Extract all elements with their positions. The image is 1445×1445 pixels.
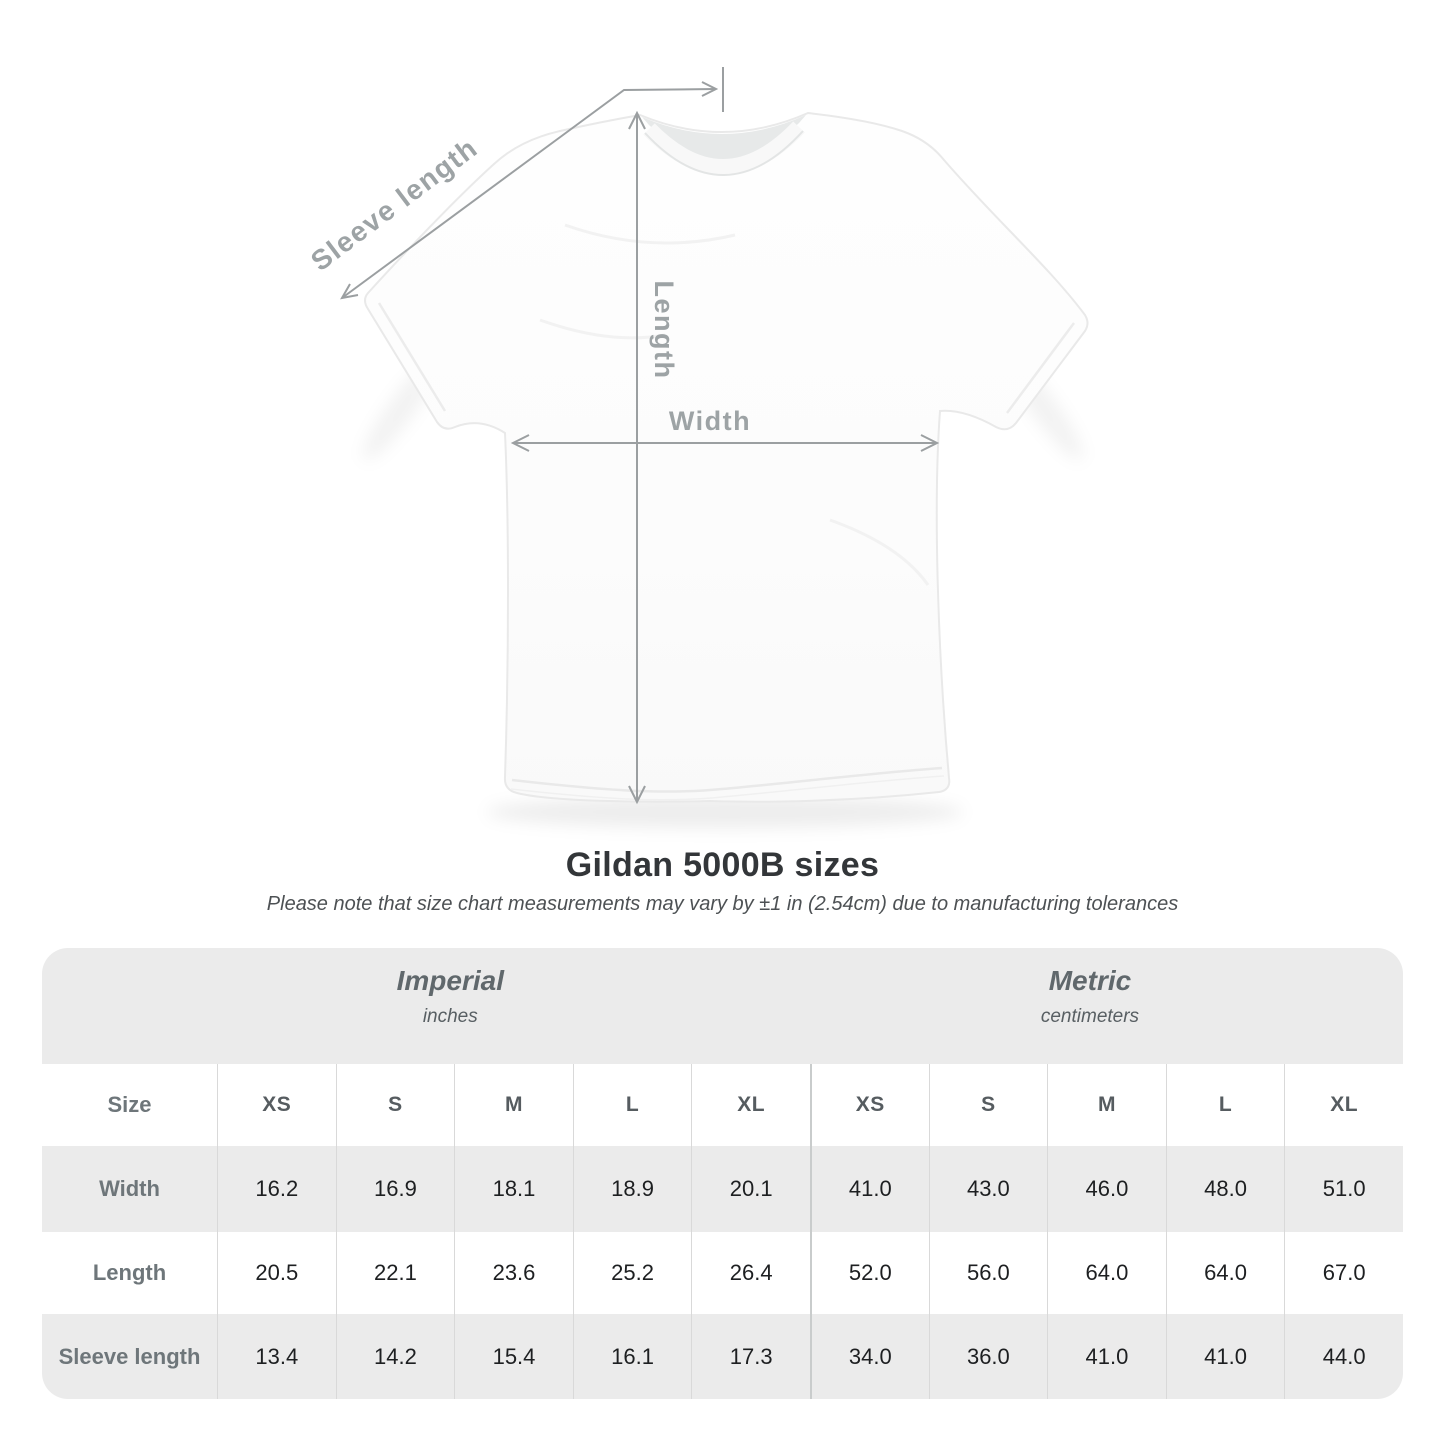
wrinkle-lines [539, 223, 930, 586]
sleeve-value: 36.0 [928, 1314, 1048, 1399]
size-header-imperial-l: L [572, 1064, 692, 1146]
length-value: 26.4 [691, 1232, 810, 1314]
size-header-metric-l: L [1165, 1064, 1285, 1146]
size-header-imperial-xs: XS [217, 1064, 336, 1146]
length-value: 56.0 [928, 1232, 1048, 1314]
width-value: 20.1 [691, 1146, 810, 1232]
length-value: 64.0 [1165, 1232, 1285, 1314]
length-value: 64.0 [1047, 1232, 1166, 1314]
width-value: 43.0 [928, 1146, 1048, 1232]
metric-sublabel: centimeters [1040, 1006, 1140, 1027]
size-header-metric-s: S [928, 1064, 1048, 1146]
sleeve-value: 41.0 [1047, 1314, 1166, 1399]
length-value: 67.0 [1284, 1232, 1403, 1314]
sleeve-row-label: Sleeve length [58, 1343, 201, 1369]
sleeve-value: 14.2 [335, 1314, 455, 1399]
length-value: 52.0 [809, 1232, 929, 1314]
width-value: 41.0 [809, 1146, 929, 1232]
unit-header-band: Imperial inches Metric centimeters [42, 948, 1403, 1064]
sleeve-length-row: Sleeve length 13.4 14.2 15.4 16.1 17.3 3… [42, 1314, 1403, 1399]
page-title: Gildan 5000B sizes [565, 846, 880, 884]
width-arrow [510, 434, 940, 452]
length-row-label: Length [92, 1260, 167, 1285]
size-header-imperial-m: M [454, 1064, 573, 1146]
left-sleeve-seam [377, 302, 447, 412]
sleeve-value: 41.0 [1165, 1314, 1285, 1399]
width-row: Width 16.2 16.9 18.1 18.9 20.1 41.0 43.0… [42, 1146, 1403, 1232]
imperial-sublabel: inches [422, 1006, 478, 1027]
metric-label: Metric [1048, 965, 1132, 996]
tshirt-collar-band [643, 121, 805, 175]
width-value: 18.9 [572, 1146, 692, 1232]
page-subtitle: Please note that size chart measurements… [266, 893, 1179, 915]
width-row-label: Width [99, 1176, 160, 1201]
sleeve-length-arrow [340, 67, 724, 300]
tshirt-measurement-diagram: Sleeve length Length Width [305, 67, 1089, 828]
size-header-imperial-xl: XL [691, 1064, 810, 1146]
size-header-metric-xs: XS [809, 1064, 929, 1146]
right-sleeve-seam [1005, 322, 1076, 414]
width-value: 18.1 [454, 1146, 573, 1232]
length-value: 23.6 [454, 1232, 573, 1314]
imperial-unit-header: Imperial inches [151, 965, 750, 1028]
measurement-arrows [340, 67, 940, 805]
length-row: Length 20.5 22.1 23.6 25.2 26.4 52.0 56.… [42, 1232, 1403, 1314]
width-value: 46.0 [1047, 1146, 1166, 1232]
sleeve-value: 16.1 [572, 1314, 692, 1399]
size-column-header: Size [107, 1092, 152, 1117]
width-value: 16.2 [217, 1146, 336, 1232]
metric-unit-header: Metric centimeters [791, 965, 1390, 1028]
length-arrow [628, 110, 646, 805]
size-header-imperial-s: S [335, 1064, 455, 1146]
length-value: 22.1 [335, 1232, 455, 1314]
size-header-metric-xl: XL [1284, 1064, 1403, 1146]
bottom-hem-seam [511, 766, 943, 793]
size-header-metric-m: M [1047, 1064, 1166, 1146]
width-value: 48.0 [1165, 1146, 1285, 1232]
length-value: 20.5 [217, 1232, 336, 1314]
width-value: 16.9 [335, 1146, 455, 1232]
width-label: Width [669, 406, 751, 436]
size-header-row: Size XS S M L XL XS S M L XL [42, 1064, 1403, 1146]
tshirt-graphic [364, 111, 1089, 803]
length-label: Length [649, 281, 679, 380]
bottom-hem-seam-2 [510, 775, 945, 801]
tshirt-body [364, 111, 1089, 803]
sleeve-value: 34.0 [809, 1314, 929, 1399]
sleeve-value: 44.0 [1284, 1314, 1403, 1399]
size-table: Imperial inches Metric centimeters Size … [42, 948, 1403, 1399]
width-value: 51.0 [1284, 1146, 1403, 1232]
tshirt-collar-seam [644, 130, 804, 176]
sleeve-value: 15.4 [454, 1314, 573, 1399]
sleeve-value: 13.4 [217, 1314, 336, 1399]
imperial-label: Imperial [396, 965, 504, 996]
sleeve-value: 17.3 [691, 1314, 810, 1399]
length-value: 25.2 [572, 1232, 692, 1314]
